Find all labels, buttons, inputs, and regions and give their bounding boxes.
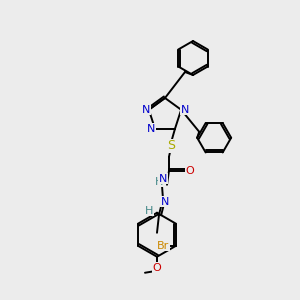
Text: Br: Br [157,241,169,251]
Text: N: N [142,105,150,115]
Text: N: N [159,174,167,184]
Text: S: S [167,139,175,152]
Text: N: N [181,105,189,115]
Text: N: N [161,197,169,207]
Text: O: O [153,263,161,273]
Text: H: H [155,177,163,187]
Text: N: N [147,124,155,134]
Text: H: H [145,206,153,216]
Text: O: O [186,166,194,176]
